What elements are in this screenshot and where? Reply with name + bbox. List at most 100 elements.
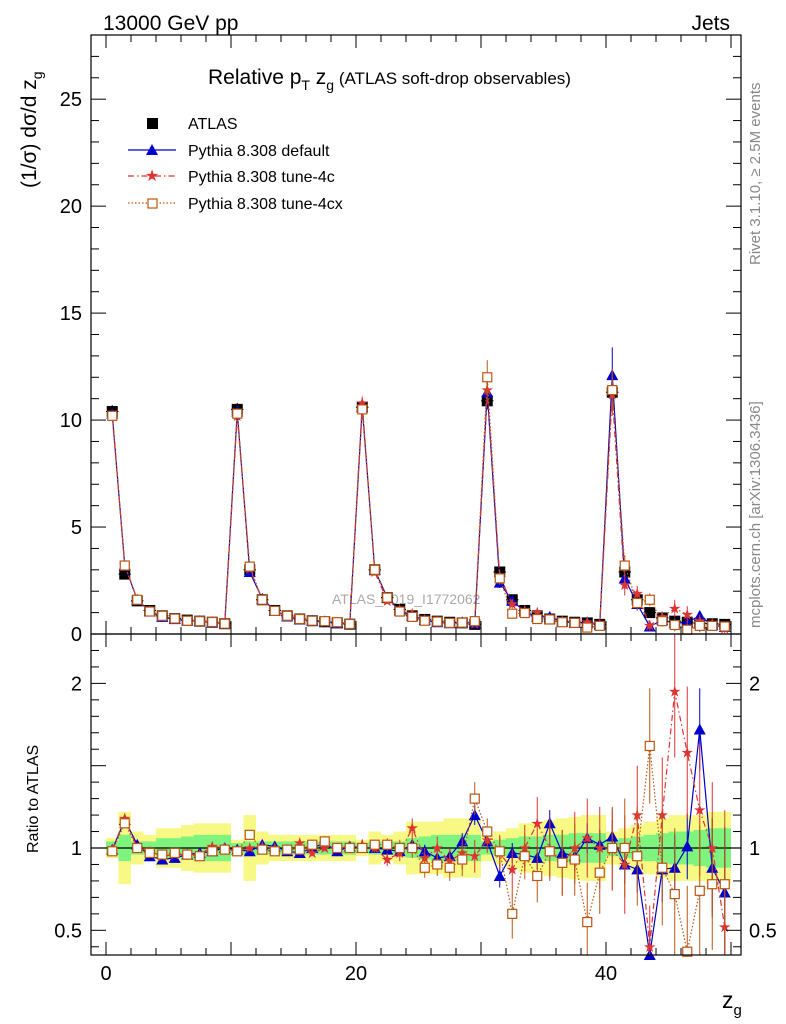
data-point xyxy=(532,613,543,625)
ratio-series-pythia-8-308-tune-4cx xyxy=(107,688,730,957)
data-point xyxy=(144,606,155,617)
ratio-point xyxy=(344,842,355,854)
ratio-point xyxy=(582,916,593,928)
data-point xyxy=(282,610,293,621)
ratio-point xyxy=(694,885,705,896)
data-point xyxy=(657,616,668,627)
ratio-point xyxy=(469,793,480,804)
ratio-point xyxy=(607,842,618,854)
ratio-point xyxy=(644,740,655,752)
ratio-point xyxy=(493,869,506,881)
xlabel-text: z xyxy=(722,987,734,1013)
ratio-point xyxy=(719,879,730,890)
ratio-point xyxy=(232,846,243,857)
ratio-ytick-label: 0.5 xyxy=(54,920,82,942)
legend-4c: Pythia 8.308 tune-4c xyxy=(188,169,335,186)
ratio-point xyxy=(194,851,205,862)
ratio-point xyxy=(319,836,330,847)
data-point xyxy=(369,564,380,575)
ratio-frame xyxy=(90,633,742,956)
ratio-point xyxy=(257,844,268,855)
ratio-point: ★ xyxy=(381,852,394,869)
series-pythia-8-308-tune-4cx xyxy=(107,360,730,635)
data-point xyxy=(394,606,405,617)
data-point xyxy=(594,620,605,631)
legend-atlas: ATLAS xyxy=(188,116,238,133)
ratio-point xyxy=(693,723,706,735)
ratio-point xyxy=(482,826,493,837)
ratio-point xyxy=(532,870,543,882)
ratio-point xyxy=(507,908,518,919)
ytick-label: 25 xyxy=(60,89,82,111)
title-sub: T xyxy=(301,77,310,93)
ytick-label: 20 xyxy=(60,196,82,218)
data-point xyxy=(132,594,143,605)
data-point xyxy=(694,620,705,631)
data-point xyxy=(607,385,618,396)
data-point xyxy=(119,568,131,580)
series-line xyxy=(111,390,725,630)
data-point xyxy=(507,608,518,619)
ratio-point xyxy=(394,842,405,854)
title-var: z xyxy=(310,66,326,89)
data-point xyxy=(494,573,505,584)
ratio-point xyxy=(244,829,255,840)
ratio-point xyxy=(432,859,443,870)
ratio-point xyxy=(682,946,693,957)
title-rest: (ATLAS soft-drop observables) xyxy=(334,69,571,88)
ratio-point: ★ xyxy=(681,745,694,762)
ratio-point xyxy=(182,849,193,860)
data-point xyxy=(332,617,343,628)
data-point xyxy=(632,597,643,609)
ratio-point xyxy=(169,847,180,859)
ratio-point xyxy=(407,842,418,854)
data-point xyxy=(557,617,568,628)
xtick-label: 40 xyxy=(595,963,617,985)
ratio-plot: ★★★★★★★★★★★★★★★★★★★★★★★★★★★★★★★★★★★★★★★★… xyxy=(91,634,741,960)
ratio-point xyxy=(444,862,455,873)
ratio-point xyxy=(544,846,555,857)
mcplots-label: mcplots.cern.ch [arXiv:1306.3436] xyxy=(747,401,764,628)
ratio-point xyxy=(144,847,155,859)
header-left: 13000 GeV pp xyxy=(103,12,238,35)
data-point xyxy=(469,616,480,627)
ratio-point xyxy=(357,842,368,854)
data-point xyxy=(244,561,255,572)
data-point xyxy=(719,621,730,632)
legend-4cx: Pythia 8.308 tune-4cx xyxy=(188,196,343,213)
ytick-label: 10 xyxy=(60,410,82,432)
ratio-point xyxy=(307,839,318,850)
ratio-point: ★ xyxy=(468,848,481,865)
ratio-point: ★ xyxy=(406,820,419,837)
main-ylabel-text: (1/σ) dσ/d z xyxy=(18,79,41,188)
ratio-series-pythia-8-308-tune-4c: ★★★★★★★★★★★★★★★★★★★★★★★★★★★★★★★★★★★★★★★★… xyxy=(106,634,731,956)
ratio-point xyxy=(294,844,305,855)
ratio-point: ★ xyxy=(506,861,519,878)
ratio-point xyxy=(132,842,143,854)
data-point xyxy=(644,594,655,605)
ratio-point xyxy=(557,857,568,868)
ratio-point xyxy=(369,839,380,850)
xlabel: zg xyxy=(722,987,742,1019)
ratio-point xyxy=(569,854,580,865)
ratio-point xyxy=(207,846,218,857)
data-point xyxy=(519,607,530,619)
ratio-point xyxy=(619,842,630,854)
data-point: ★ xyxy=(643,617,656,634)
title-var-sub: g xyxy=(326,77,334,93)
data-point xyxy=(707,620,718,631)
ratio-point xyxy=(457,854,468,865)
ratio-point xyxy=(707,879,718,890)
ratio-point xyxy=(594,867,605,878)
rivet-label: Rivet 3.1.10, ≥ 2.5M events xyxy=(747,83,764,266)
data-point xyxy=(157,610,168,621)
legend: ATLAS Pythia 8.308 default ★ Pythia 8.30… xyxy=(128,116,343,213)
watermark: ATLAS_2019_I1772062 xyxy=(332,591,481,607)
data-point xyxy=(444,617,455,628)
data-point xyxy=(669,619,680,631)
ratio-line xyxy=(111,691,726,947)
data-point xyxy=(257,594,268,605)
data-point xyxy=(232,408,243,419)
ratio-ytick-label-right: 0.5 xyxy=(749,920,777,942)
